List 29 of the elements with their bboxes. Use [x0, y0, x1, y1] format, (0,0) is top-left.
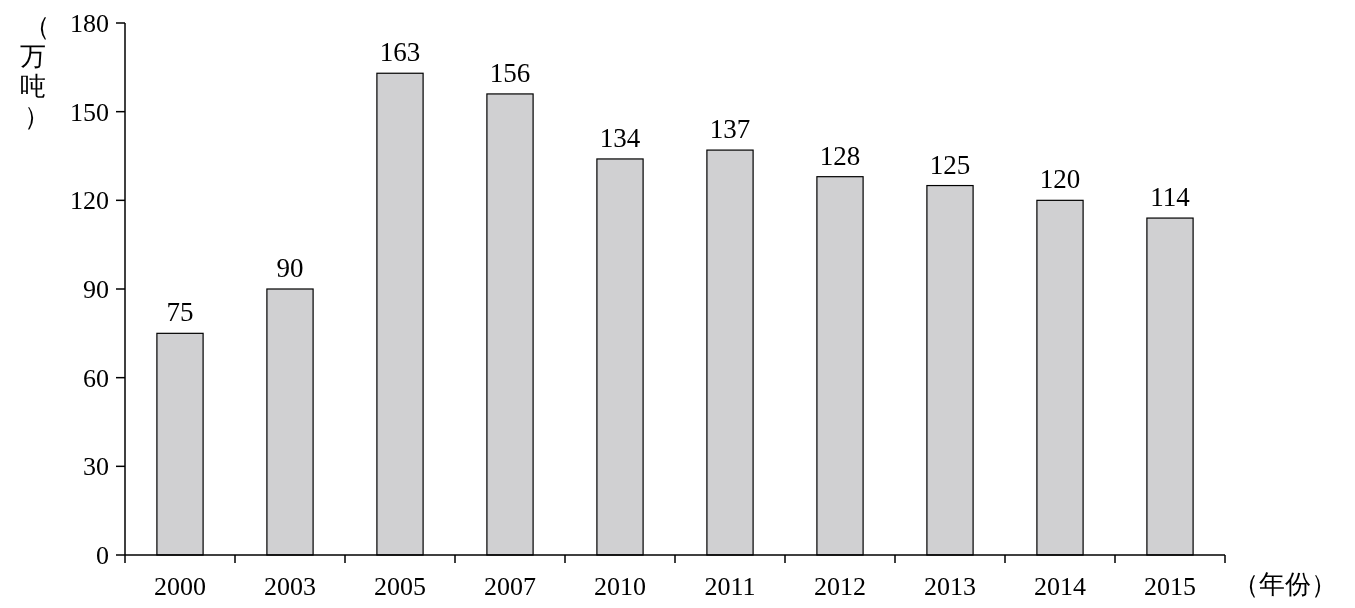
x-tick-label: 2012 — [814, 572, 866, 601]
y-tick-label: 30 — [83, 452, 109, 482]
data-label: 90 — [276, 253, 304, 283]
data-label: 120 — [1039, 164, 1081, 195]
data-label: 75 — [166, 297, 194, 328]
data-label: 128 — [819, 140, 861, 171]
x-tick-label: 2000 — [154, 572, 206, 601]
x-tick-label: 2011 — [704, 572, 756, 601]
y-tick-label: 150 — [70, 97, 109, 127]
data-label: 156 — [489, 57, 531, 88]
ylabel: （万吨） — [20, 12, 50, 131]
x-axis-title: （年份） — [1233, 570, 1337, 599]
y-tick-label: 90 — [83, 275, 109, 304]
x-tick-label: 2013 — [924, 572, 976, 601]
data-label: 163 — [379, 37, 421, 68]
x-tick-label: 2007 — [484, 572, 536, 601]
y-tick-label: 0 — [96, 541, 109, 570]
x-tick-label: 2015 — [1144, 572, 1196, 601]
x-tick-label: 2003 — [264, 572, 316, 601]
x-tick-label: 2010 — [594, 572, 646, 601]
y-tick-label: 60 — [83, 363, 109, 393]
data-label: 125 — [929, 149, 971, 180]
x-tick-label: 2005 — [374, 572, 426, 601]
x-tick-label: 2014 — [1034, 572, 1086, 601]
data-label: 114 — [1150, 182, 1191, 213]
data-label: 137 — [709, 114, 751, 145]
y-tick-label: 120 — [70, 186, 109, 216]
data-label: 134 — [599, 122, 641, 153]
y-tick-label: 180 — [70, 9, 109, 38]
